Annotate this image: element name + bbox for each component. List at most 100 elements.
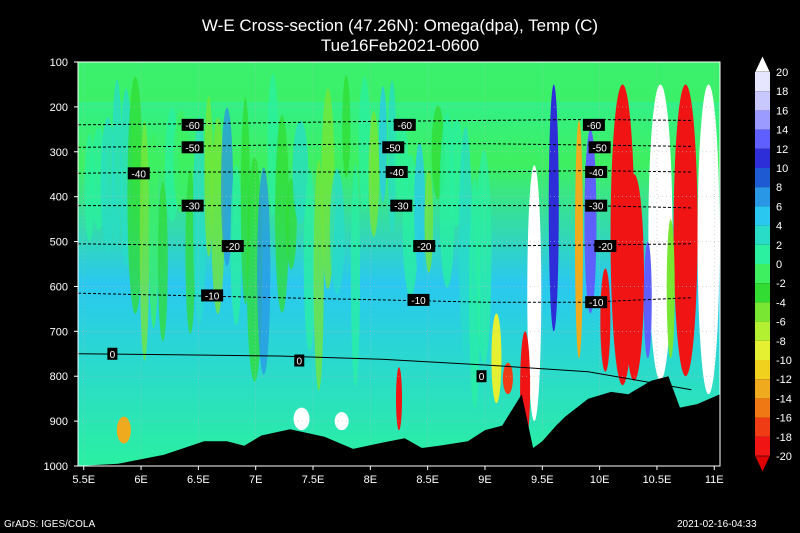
x-axis: 5.5E 6E 6.5E 7E 7.5E 8E 8.5E 9E 9.5E 10E 10.5E 11E [72,466,724,486]
colorbar-label: 6 [776,201,782,213]
colorbar-bottom-arrow [754,455,771,473]
contour-label-text: -30 [589,202,604,213]
x-tick-label: 9E [478,474,491,486]
omega-cell [648,84,673,381]
colorbar-segment [755,264,770,284]
contour-label-text: -10 [589,298,604,309]
contour-label: -30 [390,199,413,213]
contour-label-bg [385,165,408,178]
omega-cell [491,313,502,404]
omega-streak [100,117,115,252]
omega-cell [697,84,720,395]
y-tick-label: 500 [50,237,68,249]
colorbar-segment [755,148,770,168]
x-tick-label: 8.5E [416,474,439,486]
x-tick-label: 9.5E [531,474,554,486]
omega-cell [584,129,597,314]
contour-label-bg [407,293,430,306]
contour-label-text: -60 [185,121,200,132]
plot-frame [77,61,721,467]
omega-cell [624,174,645,381]
colorbar-label: -14 [776,393,792,405]
contour-label-bg [582,118,605,131]
contour-label-bg [221,240,244,253]
colorbar-segment [755,244,770,264]
contour-label: -50 [181,141,204,154]
omega-cell [502,362,513,395]
y-tick-label: 200 [50,102,68,114]
omega-cell [666,219,675,359]
contour-label-bg [585,165,608,178]
contour-label: 0 [476,370,487,383]
contour-label: -20 [413,240,436,253]
colorbar-segment [755,436,770,456]
omega-streak [211,117,225,315]
omega-streak [303,168,316,351]
contour-label: -60 [393,118,416,132]
colorbar-segment [755,187,770,207]
omega-cell [643,241,652,359]
colorbar-segment [755,168,770,188]
y-tick-label: 700 [50,326,68,338]
colorbar-segment [755,379,770,399]
omega-streak [148,132,159,329]
contour-label-text: -20 [598,242,613,253]
contour-label: 0 [107,347,118,361]
colorbar-label: 18 [776,86,788,98]
colorbar-segment [755,110,770,130]
contour-label-bg [181,199,204,212]
contour-label: -20 [594,240,617,253]
x-tick-label: 8E [364,474,377,486]
omega-cell [574,120,583,359]
omega-cell [600,268,611,372]
colorbar-label: -6 [776,317,786,329]
contour-label: -40 [127,167,150,180]
terrain [78,376,720,466]
contour-label: -40 [585,165,608,179]
contour-label: -10 [201,289,224,302]
y-tick-label: 100 [50,57,68,69]
y-tick-label: 400 [50,192,68,204]
field-upper-band [78,62,720,102]
omega-streak [157,181,168,342]
chart-subtitle: Tue16Feb2021-0600 [320,36,480,55]
omega-streak [458,126,473,360]
colorbar-label: 0 [776,259,782,271]
colorbar-label: 8 [776,182,782,194]
contour-label-text: -60 [587,121,602,132]
colorbar-label: -20 [776,451,792,463]
contour-label-text: -50 [185,143,200,154]
omega-cell [673,84,698,377]
omega-streak [424,169,434,273]
contour-label-bg [585,296,608,309]
colorbar-segment [755,91,770,111]
colorbar-segment [755,129,770,149]
colorbar-label: -10 [776,355,792,367]
x-tick-label: 11E [705,474,724,486]
contour-label-bg [382,141,405,154]
x-tick-label: 6.5E [187,474,210,486]
contour-label: -30 [585,199,608,213]
colorbar-top-arrow [754,55,771,73]
chart-title: W-E Cross-section (47.26N): Omega(dpa), … [201,16,599,35]
colorbar: 20181614121086420-2-4-6-8-10-12-14-16-18… [754,55,792,473]
omega-streak [342,75,351,178]
contour-label: -50 [588,141,611,154]
contour-label-text: -30 [394,202,409,213]
colorbar-segment [755,283,770,303]
omega-streak [350,164,361,387]
omega-streak [257,167,271,375]
contour-label: -50 [382,141,405,154]
x-tick-label: 7.5E [302,474,325,486]
omega-streak [204,96,214,257]
colorbar-segment [755,206,770,226]
terrain-fill [78,376,720,466]
contour-label-bg [181,118,204,131]
contour-label: -60 [582,118,605,132]
y-tick-label: 600 [50,281,68,293]
temp-contour [78,353,692,391]
colorbar-segment [755,72,770,92]
omega-cell [527,165,542,422]
contour-label-bg [393,118,416,131]
colorbar-label: 10 [776,163,788,175]
